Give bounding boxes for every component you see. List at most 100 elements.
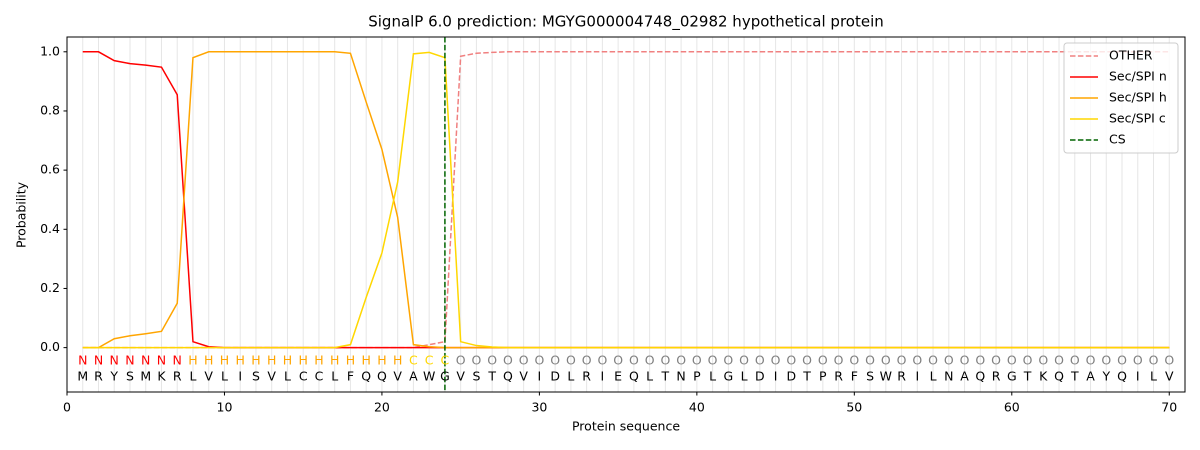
- residue-label: D: [550, 369, 560, 384]
- y-tick-label: 1.0: [40, 43, 60, 58]
- region-label: O: [550, 353, 560, 368]
- residue-label: Q: [975, 369, 985, 384]
- residue-label: L: [221, 369, 228, 384]
- region-label: N: [141, 353, 150, 368]
- region-label: H: [188, 353, 197, 368]
- region-label: O: [849, 353, 859, 368]
- legend-label: Sec/SPI n: [1109, 69, 1167, 84]
- legend-box: [1063, 42, 1179, 154]
- y-tick-label: 0.2: [40, 280, 60, 295]
- residue-label: N: [676, 369, 685, 384]
- legend-label: Sec/SPI h: [1109, 90, 1167, 105]
- residue-label: A: [1086, 369, 1095, 384]
- region-label: O: [503, 353, 513, 368]
- legend-label: OTHER: [1109, 48, 1153, 63]
- x-tick-label: 20: [374, 400, 390, 415]
- residue-label: C: [315, 369, 324, 384]
- residue-label: V: [393, 369, 402, 384]
- x-tick-label: 10: [217, 400, 233, 415]
- region-label: O: [692, 353, 702, 368]
- residue-label: Q: [1054, 369, 1064, 384]
- residue-label: G: [724, 369, 734, 384]
- residue-label: V: [204, 369, 213, 384]
- region-label: H: [393, 353, 402, 368]
- region-label: O: [566, 353, 576, 368]
- region-label: O: [613, 353, 623, 368]
- x-tick-label: 0: [63, 400, 71, 415]
- residue-label: W: [880, 369, 892, 384]
- residue-label: L: [331, 369, 338, 384]
- residue-label: R: [94, 369, 103, 384]
- series-line: [82, 51, 1170, 349]
- region-label: O: [991, 353, 1001, 368]
- legend-label: CS: [1109, 132, 1126, 147]
- region-label: H: [283, 353, 292, 368]
- region-label: O: [1133, 353, 1143, 368]
- region-label: H: [220, 353, 229, 368]
- region-label: O: [1038, 353, 1048, 368]
- residue-label: L: [189, 369, 196, 384]
- residue-label: V: [267, 369, 276, 384]
- residue-label: L: [284, 369, 291, 384]
- region-label: O: [597, 353, 607, 368]
- region-label: O: [897, 353, 907, 368]
- x-tick-label: 50: [846, 400, 862, 415]
- x-tick-label: 40: [689, 400, 705, 415]
- residue-label: C: [299, 369, 308, 384]
- residue-label: R: [582, 369, 591, 384]
- region-label: O: [1054, 353, 1064, 368]
- residue-label: I: [1136, 369, 1140, 384]
- region-label: O: [582, 353, 592, 368]
- region-label: O: [834, 353, 844, 368]
- residue-label: S: [472, 369, 480, 384]
- region-label: O: [1023, 353, 1033, 368]
- residue-label: S: [126, 369, 134, 384]
- legend: OTHER Sec/SPI n Sec/SPI h Sec/SPI c CS: [1063, 42, 1179, 154]
- residue-label: Q: [503, 369, 513, 384]
- region-label: O: [1101, 353, 1111, 368]
- residue-label: F: [347, 369, 354, 384]
- region-label: H: [330, 353, 339, 368]
- residue-label: N: [944, 369, 953, 384]
- residue-label: L: [930, 369, 937, 384]
- residue-label: L: [1150, 369, 1157, 384]
- residue-label: E: [614, 369, 622, 384]
- residue-label: T: [1070, 369, 1079, 384]
- residue-label: L: [741, 369, 748, 384]
- region-label: C: [441, 353, 450, 368]
- legend-label: Sec/SPI c: [1109, 111, 1166, 126]
- region-label: O: [912, 353, 922, 368]
- region-label: O: [771, 353, 781, 368]
- region-label: O: [818, 353, 828, 368]
- residue-label: Q: [377, 369, 387, 384]
- region-label: N: [94, 353, 103, 368]
- residue-label: S: [252, 369, 260, 384]
- region-label: O: [645, 353, 655, 368]
- chart-title: SignalP 6.0 prediction: MGYG000004748_02…: [368, 13, 884, 32]
- region-label: O: [1149, 353, 1159, 368]
- residue-label: L: [567, 369, 574, 384]
- region-label: O: [629, 353, 639, 368]
- region-label: H: [298, 353, 307, 368]
- region-label: O: [1164, 353, 1174, 368]
- region-label: O: [676, 353, 686, 368]
- x-axis-label: Protein sequence: [572, 419, 680, 434]
- residue-label: I: [238, 369, 242, 384]
- residue-label: P: [819, 369, 827, 384]
- residue-label: G: [1007, 369, 1017, 384]
- region-label: O: [739, 353, 749, 368]
- residue-label: D: [787, 369, 797, 384]
- region-label: O: [723, 353, 733, 368]
- series-line: [82, 51, 1170, 349]
- residue-label: G: [440, 369, 450, 384]
- residue-label: M: [140, 369, 151, 384]
- region-label: O: [660, 353, 670, 368]
- region-label: O: [786, 353, 796, 368]
- x-tick-label: 30: [531, 400, 547, 415]
- residue-label: A: [409, 369, 418, 384]
- region-label: H: [346, 353, 355, 368]
- region-label: O: [755, 353, 765, 368]
- y-axis-label: Probability: [14, 181, 29, 248]
- residue-label: T: [1023, 369, 1032, 384]
- x-tick-label: 70: [1161, 400, 1177, 415]
